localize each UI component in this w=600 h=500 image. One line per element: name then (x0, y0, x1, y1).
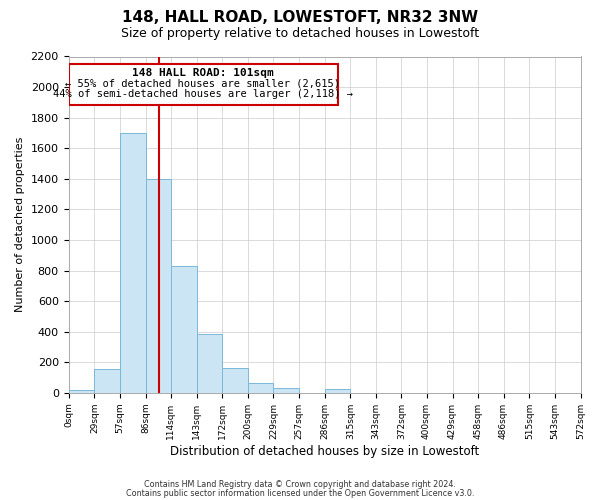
Bar (119, 133, 146, 393)
Bar (197, 334, 223, 393)
Text: 44% of semi-detached houses are larger (2,118) →: 44% of semi-detached houses are larger (… (53, 89, 353, 99)
Bar (274, 388, 299, 393)
X-axis label: Distribution of detached houses by size in Lowestoft: Distribution of detached houses by size … (170, 444, 479, 458)
Text: Contains HM Land Registry data © Crown copyright and database right 2024.: Contains HM Land Registry data © Crown c… (144, 480, 456, 489)
Bar (94, 369, 119, 393)
Bar (68, 390, 94, 393)
Text: ← 55% of detached houses are smaller (2,615): ← 55% of detached houses are smaller (2,… (65, 78, 340, 88)
Bar (170, 266, 197, 393)
Bar (248, 383, 274, 393)
Y-axis label: Number of detached properties: Number of detached properties (15, 137, 25, 312)
Text: 148, HALL ROAD, LOWESTOFT, NR32 3NW: 148, HALL ROAD, LOWESTOFT, NR32 3NW (122, 10, 478, 25)
Bar (223, 368, 248, 393)
Text: 148 HALL ROAD: 101sqm: 148 HALL ROAD: 101sqm (132, 68, 274, 78)
FancyBboxPatch shape (70, 64, 338, 106)
Text: Size of property relative to detached houses in Lowestoft: Size of property relative to detached ho… (121, 28, 479, 40)
Text: Contains public sector information licensed under the Open Government Licence v3: Contains public sector information licen… (126, 488, 474, 498)
Bar (325, 389, 350, 393)
Bar (146, 179, 170, 393)
